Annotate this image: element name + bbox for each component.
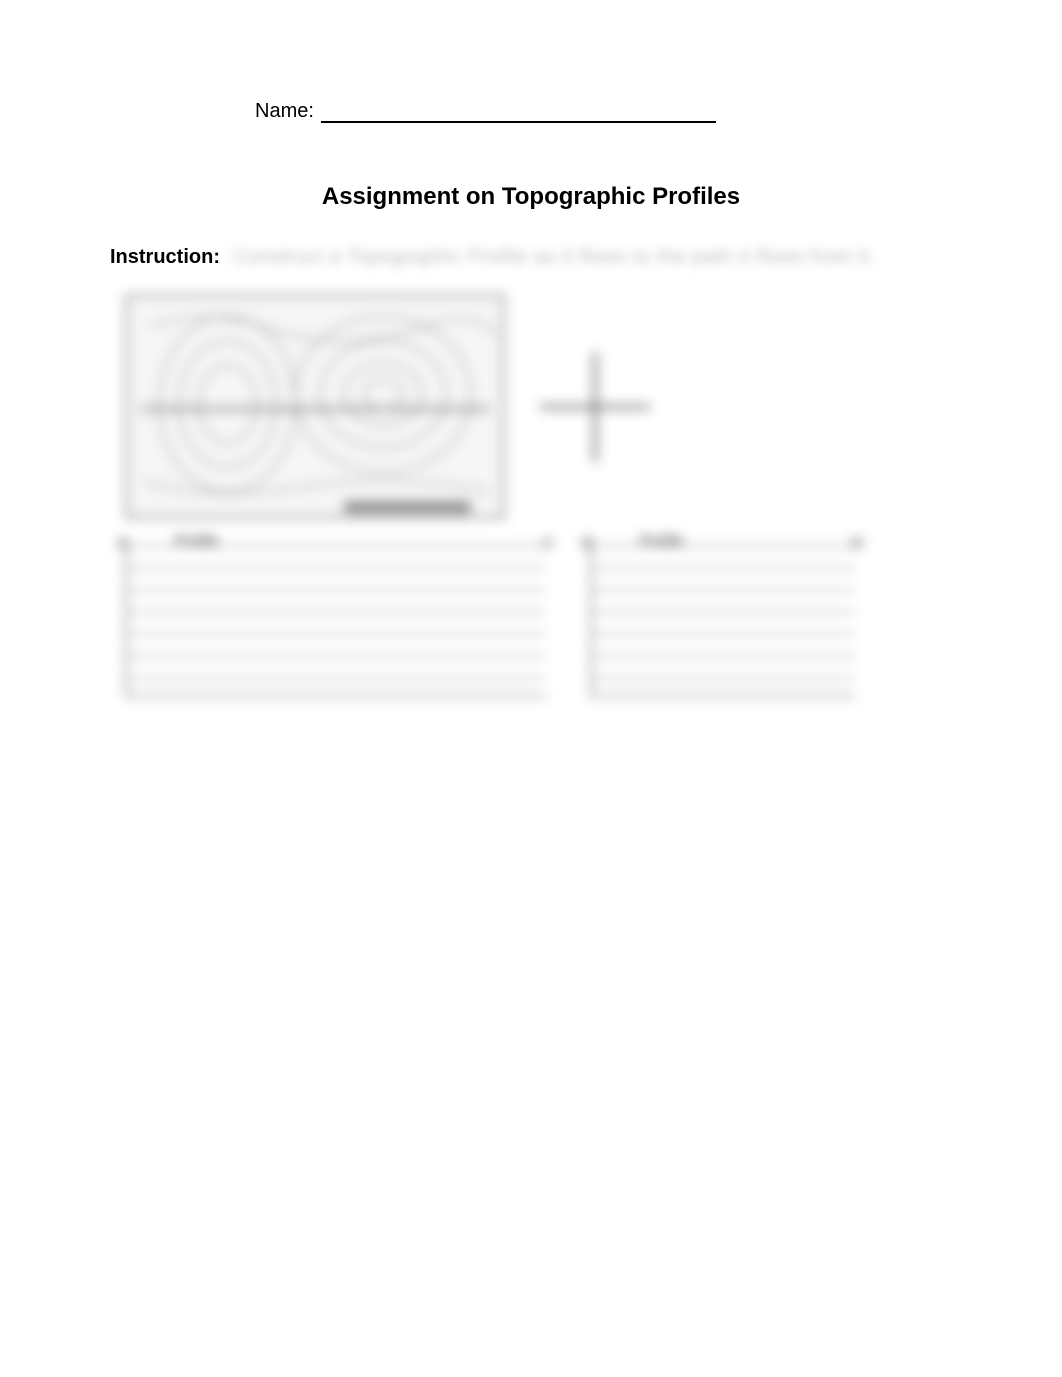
gridline — [127, 677, 545, 699]
page-title: Assignment on Topographic Profiles — [110, 183, 952, 211]
profile-box-right: Profile B B' — [590, 537, 855, 697]
worksheet-page: Name: Assignment on Topographic Profiles… — [0, 0, 1062, 697]
name-underline — [321, 121, 716, 123]
topographic-map — [125, 294, 505, 519]
gridline — [592, 655, 855, 677]
gridline — [592, 589, 855, 611]
scale-bar — [344, 501, 471, 513]
contour-svg — [128, 297, 502, 516]
profile-grid-left — [125, 537, 545, 697]
gridline — [592, 633, 855, 655]
instruction-row: Instruction: Construct a Topographic Pro… — [110, 246, 952, 269]
gridline — [592, 677, 855, 699]
gridline — [592, 545, 855, 567]
instruction-text: Construct a Topographic Profile as it fl… — [234, 246, 876, 268]
figure-area: Profile A A' Profile B B' — [125, 294, 875, 697]
gridline — [127, 655, 545, 677]
gridline — [592, 567, 855, 589]
gridline — [127, 611, 545, 633]
compass-cross — [540, 352, 650, 462]
map-compass-row — [125, 294, 875, 519]
instruction-label: Instruction: — [110, 246, 220, 268]
name-field-row: Name: — [255, 100, 952, 123]
gridline — [592, 611, 855, 633]
gridline — [127, 633, 545, 655]
profile-grid-right — [590, 537, 855, 697]
name-label: Name: — [255, 100, 314, 122]
gridline — [127, 589, 545, 611]
profile-box-left: Profile A A' — [125, 537, 545, 697]
gridline — [127, 545, 545, 567]
profiles-row: Profile A A' Profile B B' — [125, 537, 875, 697]
gridline — [127, 567, 545, 589]
